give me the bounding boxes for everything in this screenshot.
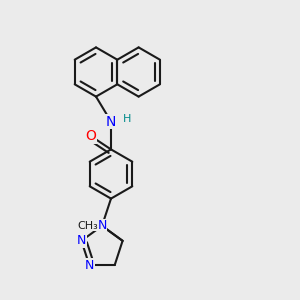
- Text: CH₃: CH₃: [78, 221, 99, 231]
- Text: N: N: [106, 115, 116, 128]
- Text: N: N: [77, 234, 86, 247]
- Text: N: N: [97, 219, 107, 232]
- Text: O: O: [85, 129, 96, 143]
- Text: N: N: [85, 259, 94, 272]
- Text: H: H: [122, 114, 131, 124]
